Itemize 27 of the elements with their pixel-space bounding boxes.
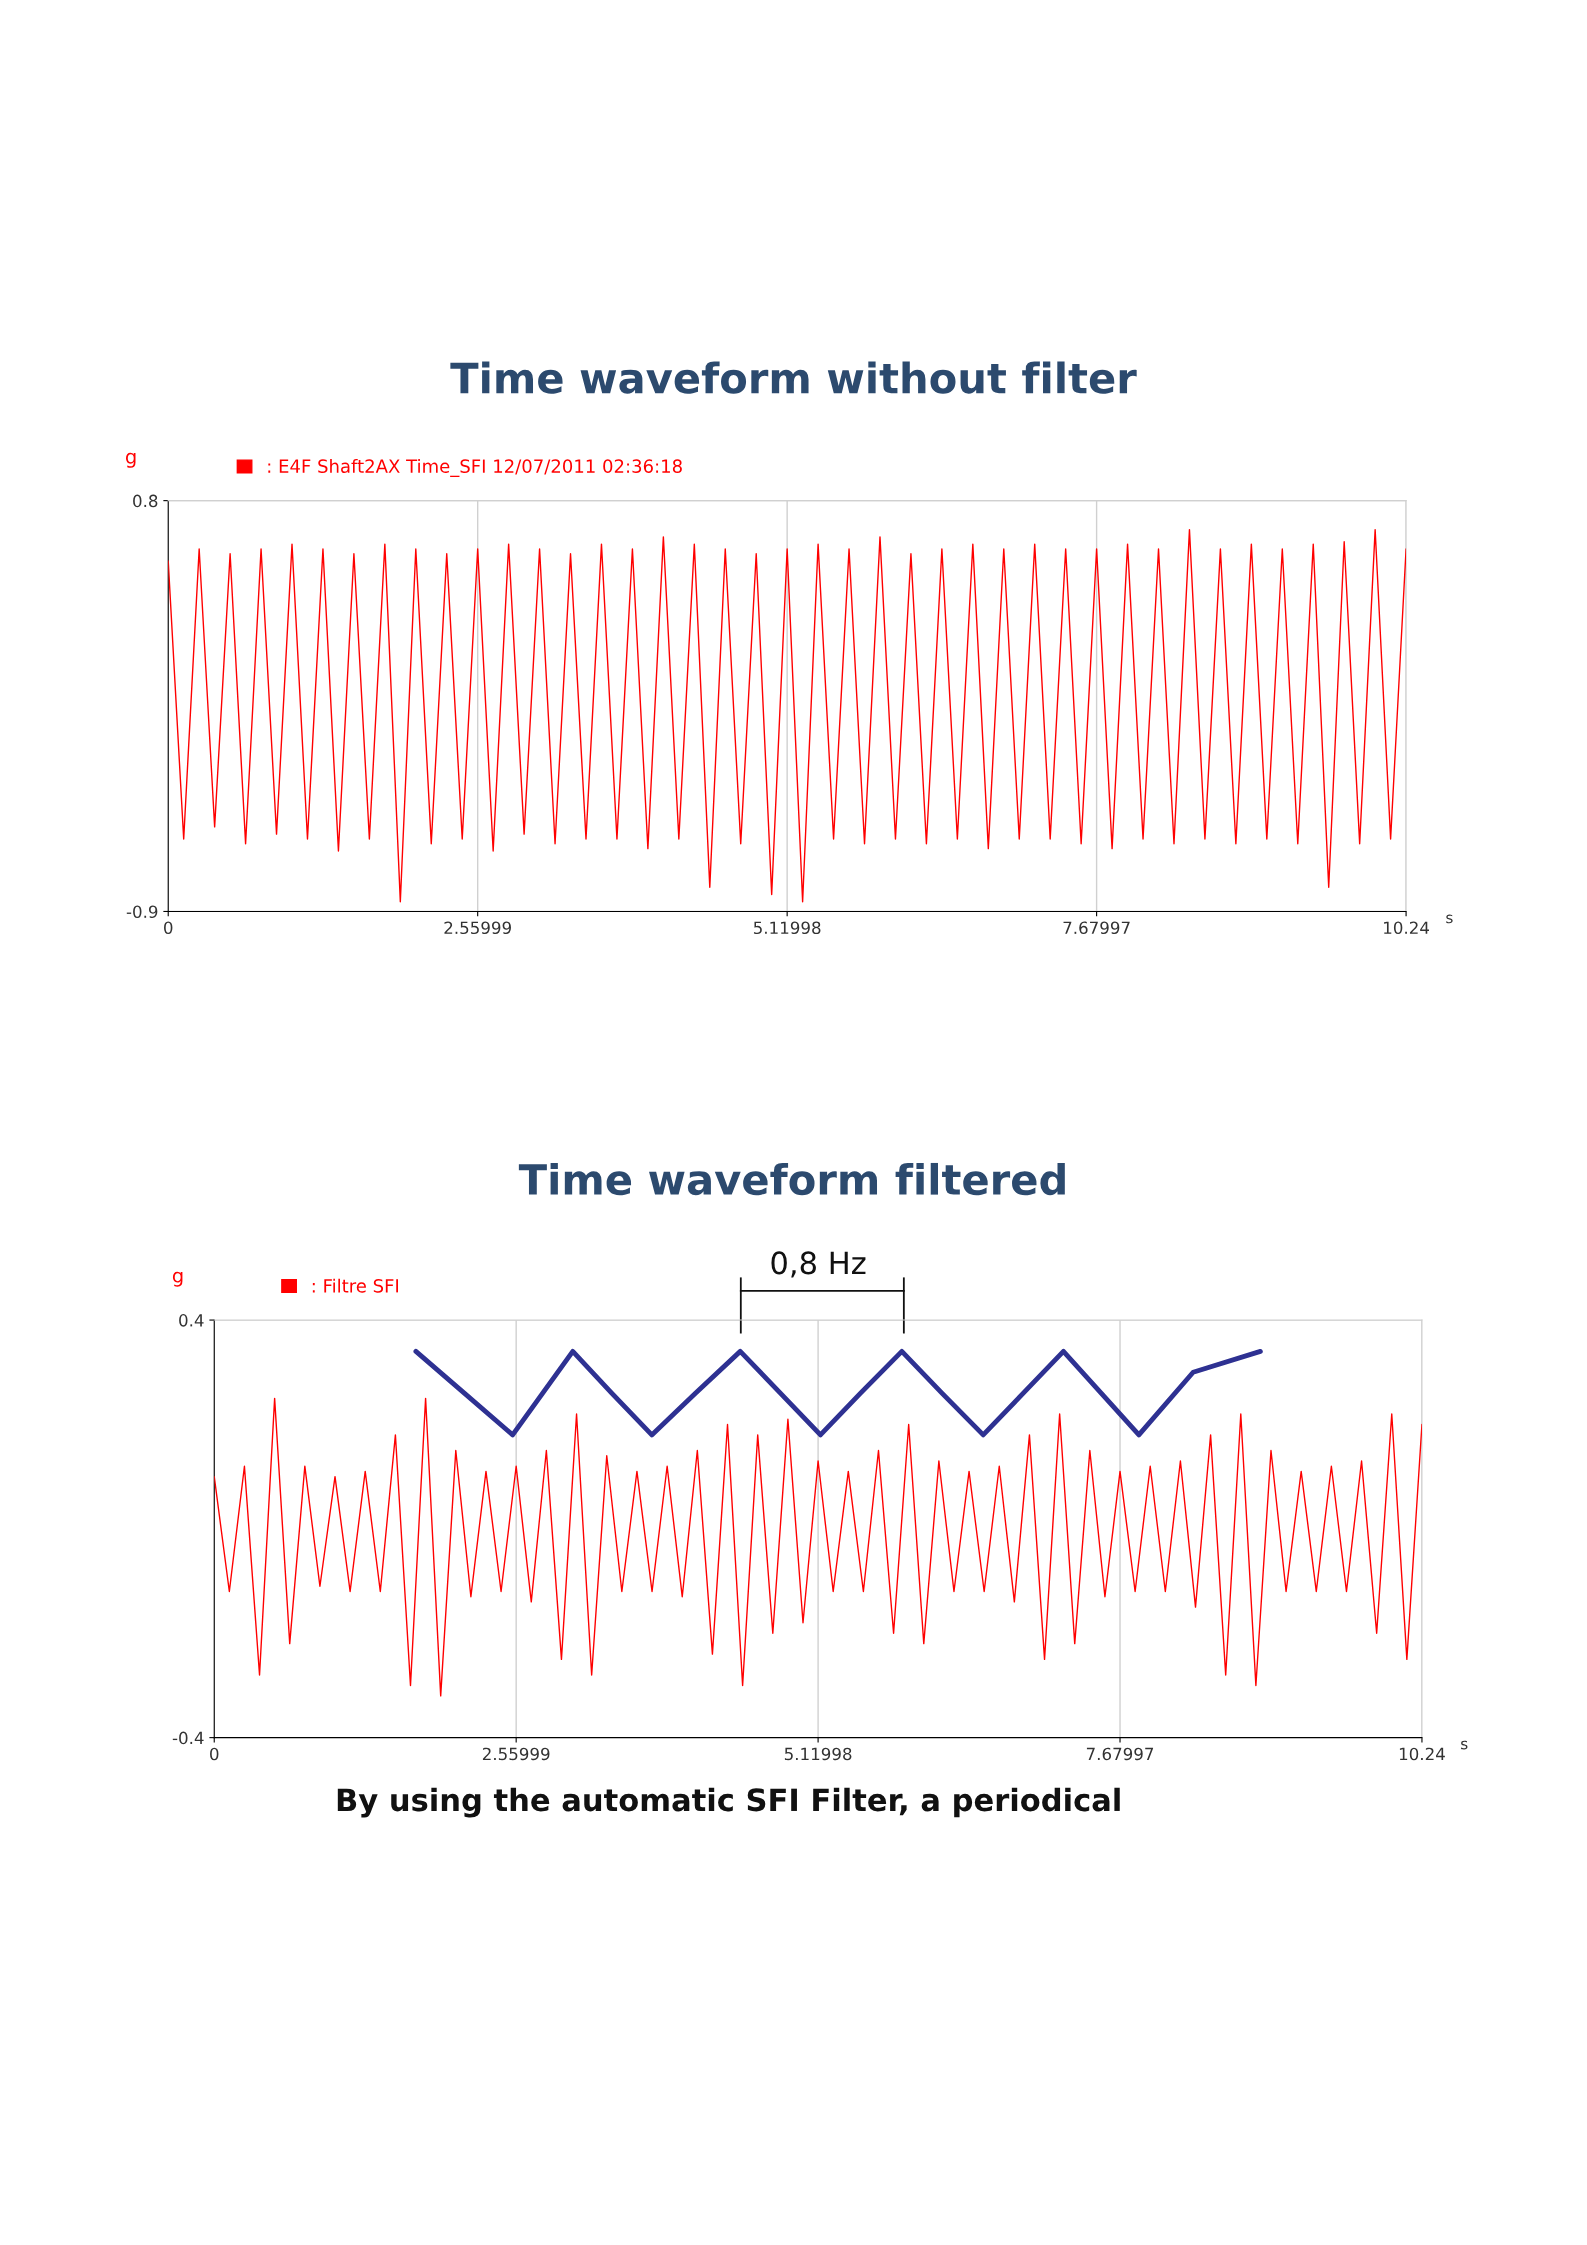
x-axis-title: s (1446, 914, 1453, 924)
chart-title: Time waveform filtered (518, 1162, 1065, 1196)
y-tick-label: -0.9 (126, 905, 158, 919)
x-tick-label: 7.67997 (1063, 921, 1130, 935)
x-tick-label: 0 (210, 1747, 219, 1761)
y-tick-label: 0.4 (179, 1314, 204, 1327)
x-tick-label: 10.24 (1384, 921, 1429, 935)
x-tick-label: 7.67997 (1086, 1747, 1154, 1761)
x-tick-label: 5.11998 (784, 1747, 852, 1761)
x-tick-label: 10.24 (1399, 1747, 1445, 1761)
line-series (214, 1397, 1422, 1697)
y-tick-label: -0.4 (172, 1731, 204, 1745)
legend-label: : E4F Shaft2AX Time_SFI 12/07/2011 02:36:18 (268, 459, 682, 477)
line-series (168, 528, 1407, 903)
x-tick-label: 5.11998 (753, 921, 821, 935)
text: By using the automatic SFI Filter, a periodical (337, 1787, 1120, 1818)
legend-label: : Filtre SFI (312, 1278, 399, 1293)
line-series (413, 1348, 1263, 1438)
chart-title: Time waveform without filter (450, 361, 1137, 394)
x-tick-label: 2.55999 (444, 921, 511, 935)
y-axis-title: g (125, 452, 136, 468)
y-axis-title: g (172, 1271, 183, 1287)
text: 0,8 Hz (771, 1251, 866, 1278)
x-tick-label: 0 (164, 921, 173, 935)
x-tick-label: 2.55999 (482, 1747, 550, 1761)
y-tick-label: 0.8 (133, 494, 158, 508)
x-axis-title: s (1461, 1740, 1468, 1750)
